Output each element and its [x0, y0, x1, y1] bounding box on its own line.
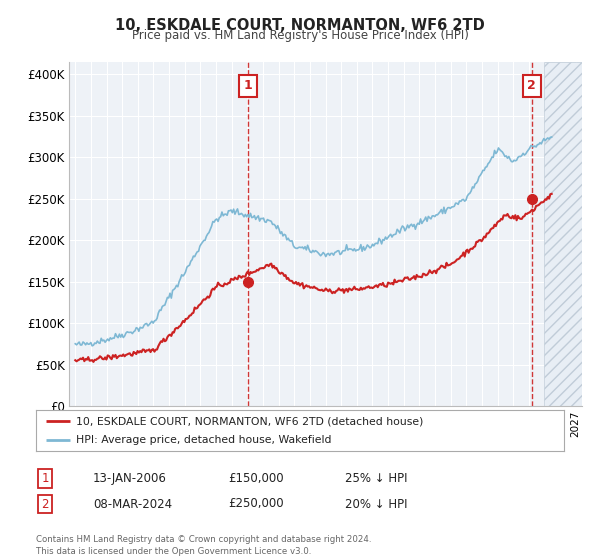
Text: 2: 2	[41, 497, 49, 511]
Text: Contains HM Land Registry data © Crown copyright and database right 2024.
This d: Contains HM Land Registry data © Crown c…	[36, 535, 371, 556]
Text: 1: 1	[244, 79, 252, 92]
Text: 25% ↓ HPI: 25% ↓ HPI	[345, 472, 407, 486]
Text: 13-JAN-2006: 13-JAN-2006	[93, 472, 167, 486]
Text: HPI: Average price, detached house, Wakefield: HPI: Average price, detached house, Wake…	[76, 435, 331, 445]
Polygon shape	[544, 62, 582, 406]
Text: 1: 1	[41, 472, 49, 486]
Text: £250,000: £250,000	[228, 497, 284, 511]
Text: £150,000: £150,000	[228, 472, 284, 486]
Text: 08-MAR-2024: 08-MAR-2024	[93, 497, 172, 511]
Text: 10, ESKDALE COURT, NORMANTON, WF6 2TD (detached house): 10, ESKDALE COURT, NORMANTON, WF6 2TD (d…	[76, 417, 423, 426]
Text: 20% ↓ HPI: 20% ↓ HPI	[345, 497, 407, 511]
Text: 2: 2	[527, 79, 536, 92]
Text: Price paid vs. HM Land Registry's House Price Index (HPI): Price paid vs. HM Land Registry's House …	[131, 29, 469, 42]
Text: 10, ESKDALE COURT, NORMANTON, WF6 2TD: 10, ESKDALE COURT, NORMANTON, WF6 2TD	[115, 18, 485, 33]
